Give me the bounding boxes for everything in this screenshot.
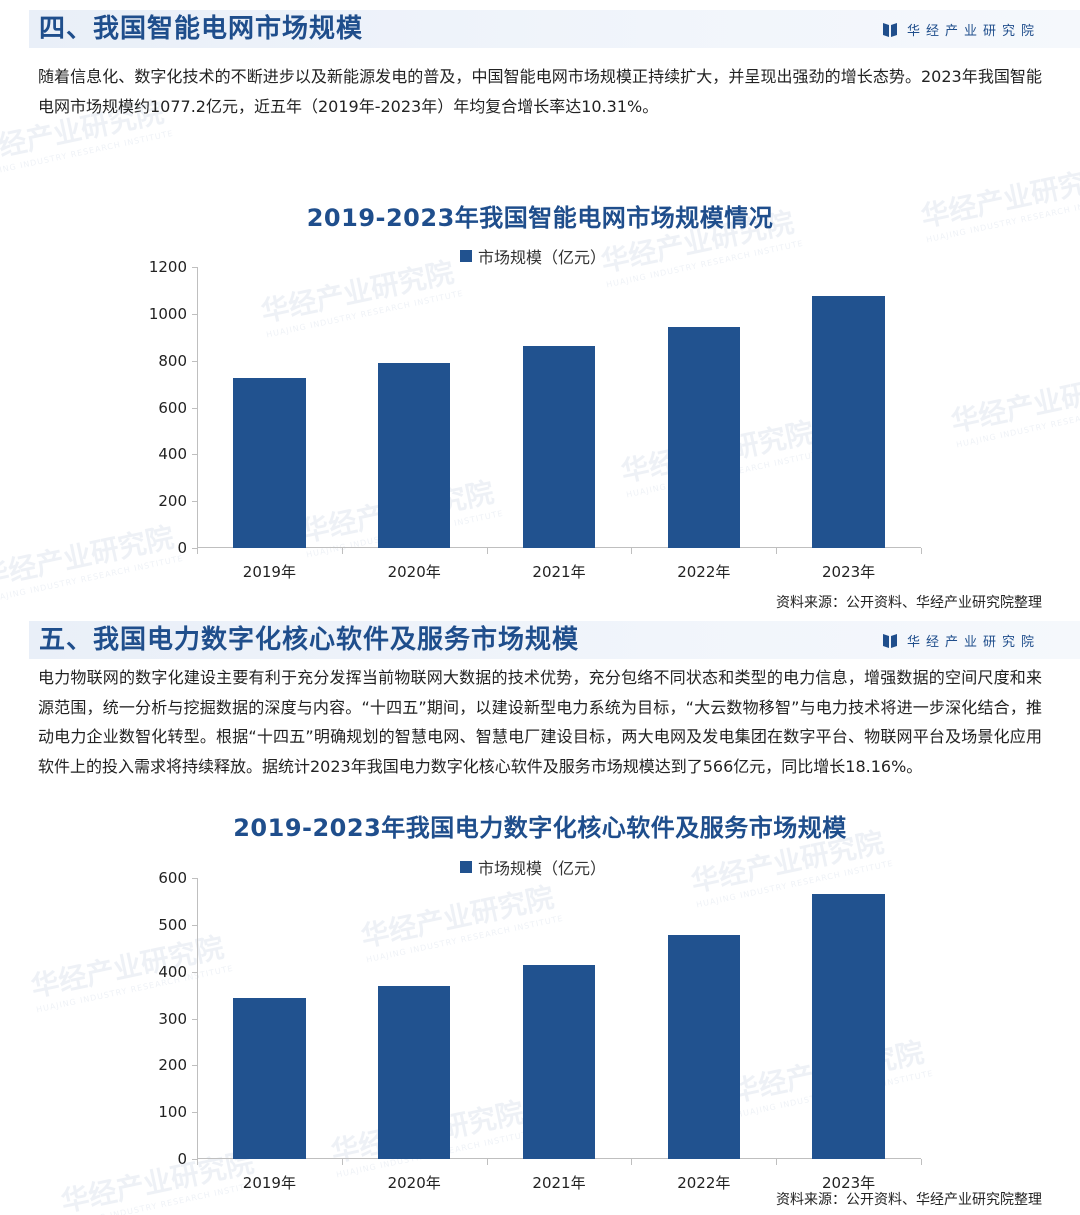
bar — [667, 326, 740, 548]
y-tick — [192, 267, 197, 268]
section-5-header: 五、我国电力数字化核心软件及服务市场规模 华经产业研究院 — [29, 621, 1080, 659]
y-tick — [192, 1159, 197, 1160]
book-logo-icon — [882, 633, 897, 648]
x-tick — [341, 548, 343, 554]
brand-name: 华经产业研究院 — [906, 635, 1040, 650]
y-tick-label: 100 — [158, 1103, 187, 1122]
x-tick-label: 2019年 — [242, 563, 296, 581]
y-tick — [192, 971, 197, 973]
section-5-paragraph: 电力物联网的数字化建设主要有利于充分发挥当前物联网大数据的技术优势，充分包络不同… — [38, 668, 1042, 776]
legend-label: 市场规模（亿元） — [478, 859, 607, 878]
y-tick — [192, 501, 197, 503]
brand-name: 华经产业研究院 — [906, 24, 1040, 39]
bar — [233, 997, 306, 1159]
y-tick-label: 600 — [158, 869, 187, 887]
legend-swatch — [460, 250, 472, 262]
section-4-header: 四、我国智能电网市场规模 华经产业研究院 — [29, 10, 1080, 48]
x-tick — [341, 1159, 343, 1165]
x-tick — [197, 548, 198, 554]
x-tick-label: 2023年 — [822, 1174, 876, 1192]
watermark: 华经产业研究院 HUAJING INDUSTRY RESEARCH INSTIT… — [948, 365, 1080, 450]
x-tick — [486, 548, 488, 554]
x-tick-label: 2023年 — [822, 563, 876, 581]
y-tick — [192, 407, 197, 409]
x-tick — [776, 1159, 778, 1165]
y-tick — [192, 313, 197, 315]
y-axis — [197, 267, 198, 548]
section-4-paragraph: 随着信息化、数字化技术的不断进步以及新能源发电的普及，中国智能电网市场规模正持续… — [38, 67, 1042, 116]
x-tick-label: 2022年 — [677, 563, 731, 581]
chart-1-plot: 0 200 400 600 800 1000 1200 2019年 2020年 2021年 2022… — [149, 258, 922, 581]
legend-label: 市场规模（亿元） — [478, 248, 607, 267]
y-tick-label: 1200 — [148, 258, 187, 276]
x-tick — [921, 548, 922, 554]
legend-swatch — [460, 861, 472, 873]
y-axis — [197, 878, 198, 1159]
bar — [667, 934, 740, 1159]
bar — [522, 965, 596, 1159]
y-tick-label: 300 — [158, 1009, 187, 1028]
section-5-source: 资料来源：公开资料、华经产业研究院整理 — [776, 1192, 1042, 1208]
x-tick-label: 2019年 — [242, 1174, 296, 1192]
y-tick — [192, 1065, 197, 1067]
x-tick-label: 2022年 — [677, 1174, 731, 1192]
y-tick — [192, 1018, 197, 1020]
x-tick-label: 2020年 — [387, 1174, 441, 1192]
y-tick-label: 400 — [158, 445, 187, 464]
x-tick — [197, 1159, 198, 1165]
x-tick — [631, 548, 633, 554]
section-4-source: 资料来源：公开资料、华经产业研究院整理 — [776, 595, 1042, 611]
y-tick — [192, 548, 197, 549]
y-tick-label: 500 — [158, 915, 187, 934]
bar — [233, 378, 306, 548]
y-tick-label: 0 — [177, 1150, 187, 1168]
x-tick — [631, 1159, 633, 1165]
y-tick-label: 600 — [158, 398, 187, 417]
y-tick — [192, 878, 197, 879]
section-4-title: 四、我国智能电网市场规模 — [39, 14, 364, 44]
x-tick — [486, 1159, 488, 1165]
x-tick — [776, 548, 778, 554]
y-tick-label: 200 — [158, 492, 187, 511]
y-tick — [192, 454, 197, 456]
y-tick-label: 1000 — [148, 304, 187, 323]
y-tick-label: 200 — [158, 1056, 187, 1075]
y-tick-label: 800 — [158, 351, 187, 370]
section-5-title: 五、我国电力数字化核心软件及服务市场规模 — [39, 625, 580, 655]
y-tick — [192, 924, 197, 926]
chart-1-legend: 市场规模（亿元） — [460, 244, 606, 268]
bar — [522, 345, 596, 548]
bar — [812, 893, 885, 1159]
y-tick-label: 400 — [158, 962, 187, 981]
y-tick-label: 0 — [177, 539, 187, 557]
bar — [812, 295, 885, 548]
x-tick-label: 2020年 — [387, 563, 441, 581]
x-tick-label: 2021年 — [532, 563, 586, 581]
brand-logo: 华经产业研究院 — [882, 20, 1040, 39]
book-logo-icon — [882, 22, 897, 37]
x-tick-label: 2021年 — [532, 1174, 586, 1192]
chart-2-plot: 0 100 200 300 400 500 600 2019年 2020年 2021年 2022年 2… — [158, 869, 922, 1192]
watermark: 华经产业研究院 HUAJING INDUSTRY RESEARCH INSTIT… — [0, 520, 185, 605]
bar — [378, 363, 451, 548]
y-tick — [192, 1112, 197, 1114]
bar — [378, 986, 451, 1159]
chart-2-legend: 市场规模（亿元） — [460, 855, 606, 879]
brand-logo: 华经产业研究院 — [882, 631, 1040, 650]
y-tick — [192, 360, 197, 362]
chart-2-title: 2019-2023年我国电力数字化核心软件及服务市场规模 — [233, 814, 847, 842]
chart-1-title: 2019-2023年我国智能电网市场规模情况 — [306, 204, 774, 232]
x-tick — [921, 1159, 922, 1165]
